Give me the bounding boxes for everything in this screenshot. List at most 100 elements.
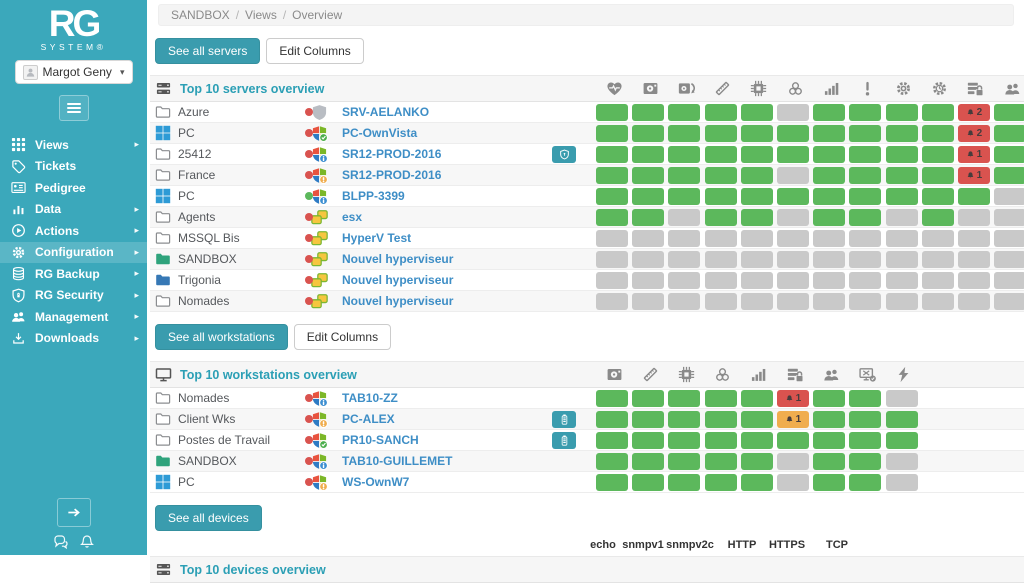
device-status	[305, 432, 337, 449]
status-dot-red	[305, 436, 313, 444]
status-cell-green	[704, 209, 737, 226]
status-cell-green	[632, 167, 665, 184]
security-shield-icon	[559, 148, 570, 161]
device-link[interactable]: PC-OwnVista	[342, 126, 418, 140]
group-name: PC	[178, 189, 195, 203]
status-cell-green	[740, 209, 773, 226]
column-header-cpu	[668, 366, 704, 383]
devices-panel: Top 10 devices overview	[150, 556, 1024, 583]
status-cell-green	[776, 125, 809, 142]
status-cell-gray	[776, 453, 809, 470]
status-cell-gray	[668, 209, 701, 226]
sidebar-item-label: Downloads	[35, 331, 100, 346]
sidebar-item-views[interactable]: Views ▸	[0, 134, 147, 156]
cpu-icon	[750, 80, 767, 97]
device-link[interactable]: TAB10-GUILLEMET	[342, 454, 453, 468]
folder-gray-icon	[155, 293, 171, 309]
see-all-devices-button[interactable]: See all devices	[155, 505, 262, 531]
avatar	[22, 64, 38, 80]
see-all-servers-button[interactable]: See all servers	[155, 38, 261, 64]
status-cell-green	[776, 188, 809, 205]
server-row: PC BLPP-3399	[150, 186, 1024, 207]
chevron-right-icon: ▸	[134, 246, 139, 257]
breadcrumb-item[interactable]: SANDBOX	[171, 8, 230, 22]
bell-icon[interactable]	[79, 534, 95, 550]
user-name: Margot Geny	[42, 65, 112, 79]
user-menu[interactable]: Margot Geny ▾	[14, 60, 133, 84]
status-cell-green	[668, 432, 701, 449]
device-link[interactable]: SRV-AELANKO	[342, 105, 430, 119]
status-cell-green	[740, 188, 773, 205]
sidebar-item-downloads[interactable]: Downloads ▸	[0, 328, 147, 350]
see-all-workstations-button[interactable]: See all workstations	[155, 324, 288, 350]
status-cell-green	[813, 104, 846, 121]
status-cell-green	[668, 125, 701, 142]
breadcrumb-item[interactable]: Overview	[292, 8, 343, 22]
sidebar-expand-button[interactable]	[56, 498, 91, 527]
sidebar-item-rg-security[interactable]: RG Security ▸	[0, 285, 147, 307]
breadcrumb-separator: /	[235, 8, 240, 22]
status-cell-green	[849, 125, 882, 142]
breadcrumb-item[interactable]: Views	[245, 8, 277, 22]
alert-count: 1	[976, 170, 983, 181]
device-link[interactable]: Nouvel hyperviseur	[342, 252, 454, 266]
status-cell-green	[740, 104, 773, 121]
antivirus-icon	[787, 80, 804, 97]
device-link[interactable]: esx	[342, 210, 363, 224]
status-cell-green	[596, 125, 628, 142]
chat-icon[interactable]	[53, 534, 69, 550]
status-cell-gray	[668, 272, 701, 289]
logo-text: RG	[48, 3, 102, 44]
battery-button[interactable]	[552, 432, 576, 449]
sidebar-item-rg-backup[interactable]: RG Backup ▸	[0, 263, 147, 285]
device-link[interactable]: TAB10-ZZ	[342, 391, 398, 405]
sidebar-item-data[interactable]: Data ▸	[0, 199, 147, 221]
security-shield-button[interactable]	[552, 146, 576, 163]
sidebar-collapse-button[interactable]	[58, 95, 89, 121]
group-name: Azure	[178, 105, 210, 119]
alert-count: 1	[795, 414, 802, 425]
folder-green-icon	[155, 251, 171, 267]
status-cell-green	[740, 390, 773, 407]
status-cell-green	[632, 453, 665, 470]
folder-gray-icon	[155, 390, 171, 406]
status-cell-green	[704, 432, 737, 449]
status-cells: 1	[596, 390, 922, 407]
status-cell-green	[704, 125, 737, 142]
status-cell-green	[849, 104, 882, 121]
device-link[interactable]: SR12-PROD-2016	[342, 147, 442, 161]
security-icon	[967, 80, 984, 97]
device-link[interactable]: Nouvel hyperviseur	[342, 294, 454, 308]
status-cell-green	[849, 432, 882, 449]
device-link[interactable]: HyperV Test	[342, 231, 412, 245]
folder-gray-icon	[155, 104, 171, 120]
alert-badge-red: 1	[957, 146, 990, 163]
battery-button[interactable]	[552, 411, 576, 428]
sidebar-item-configuration[interactable]: Configuration ▸	[0, 241, 147, 263]
status-cell-green	[596, 390, 628, 407]
sidebar-item-management[interactable]: Management ▸	[0, 306, 147, 328]
edit-columns-button[interactable]: Edit Columns	[293, 324, 392, 350]
device-link[interactable]: BLPP-3399	[342, 189, 405, 203]
device-link[interactable]: SR12-PROD-2016	[342, 168, 442, 182]
column-header-security	[777, 366, 813, 383]
workstation-row: Client Wks PC-ALEX 1	[150, 409, 1024, 430]
edit-columns-button[interactable]: Edit Columns	[266, 38, 364, 64]
devices-panel-header: Top 10 devices overview	[150, 556, 1024, 583]
sidebar-item-pedigree[interactable]: Pedigree	[0, 177, 147, 199]
device-link[interactable]: PR10-SANCH	[342, 433, 419, 447]
device-link[interactable]: Nouvel hyperviseur	[342, 273, 454, 287]
status-cell-green	[921, 209, 954, 226]
device-link[interactable]: WS-OwnW7	[342, 475, 410, 489]
bell-icon	[966, 108, 975, 118]
status-cell-gray	[813, 251, 846, 268]
database-icon	[11, 266, 26, 281]
sidebar-item-tickets[interactable]: Tickets	[0, 156, 147, 178]
shield-gray-icon	[311, 104, 328, 121]
bell-icon	[966, 150, 975, 160]
status-cell-gray	[704, 251, 737, 268]
device-link[interactable]: PC-ALEX	[342, 412, 395, 426]
status-cell-green	[596, 453, 628, 470]
status-cell-gray	[704, 272, 737, 289]
sidebar-item-actions[interactable]: Actions ▸	[0, 220, 147, 242]
